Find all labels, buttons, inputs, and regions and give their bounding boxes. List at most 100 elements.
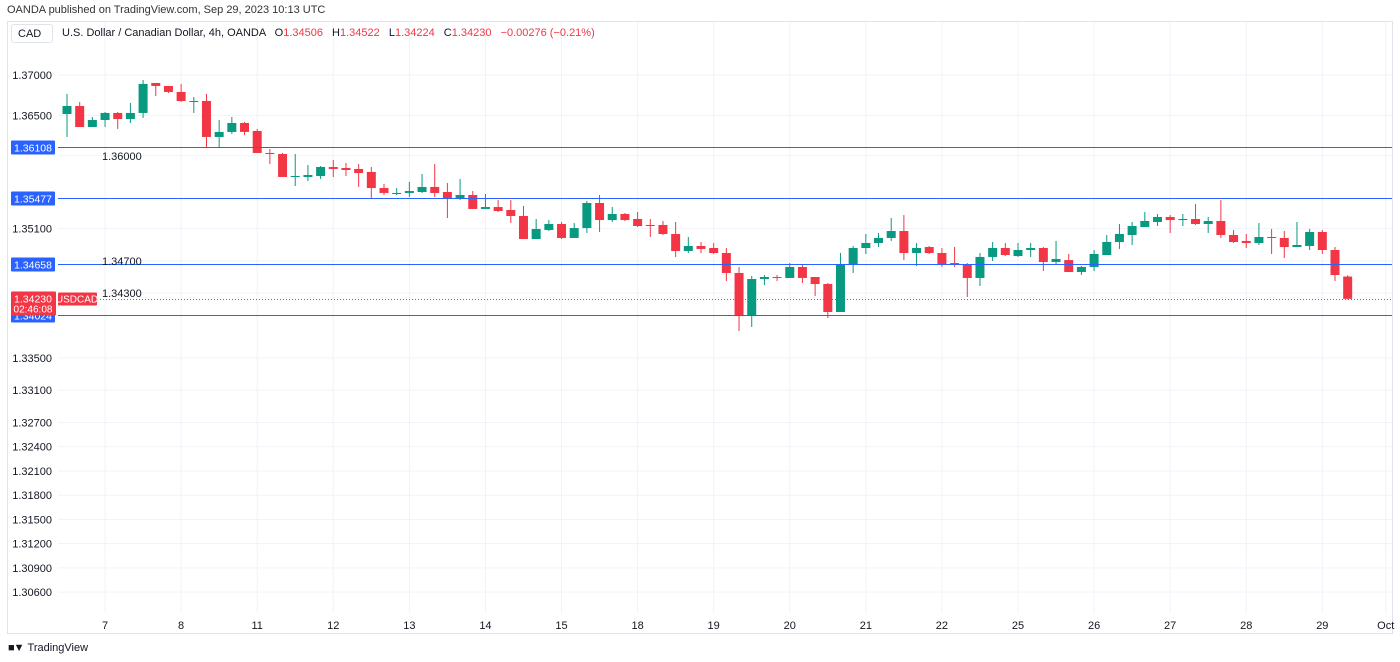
candle-bearish[interactable] <box>430 163 440 198</box>
candle-bullish[interactable] <box>785 263 795 278</box>
candle-bearish[interactable] <box>252 128 262 153</box>
candle-bearish[interactable] <box>962 263 972 298</box>
candle-bearish[interactable] <box>1267 229 1277 254</box>
candle-bearish[interactable] <box>696 242 706 254</box>
candle-bullish[interactable] <box>138 79 148 118</box>
candle-bearish[interactable] <box>1165 215 1175 233</box>
candle-bearish[interactable] <box>595 194 605 232</box>
candle-bearish[interactable] <box>379 183 389 195</box>
candle-bearish[interactable] <box>620 213 630 222</box>
candle-bullish[interactable] <box>290 154 300 187</box>
candle-bullish[interactable] <box>62 93 72 137</box>
candle-bullish[interactable] <box>759 274 769 286</box>
candle-bearish[interactable] <box>1317 229 1327 254</box>
candle-bearish[interactable] <box>937 247 947 267</box>
candle-bullish[interactable] <box>1051 240 1061 265</box>
candle-bullish[interactable] <box>189 96 199 113</box>
symbol-search-box[interactable]: CAD <box>11 24 53 43</box>
candle-bullish[interactable] <box>975 253 985 286</box>
candle-bearish[interactable] <box>658 221 668 235</box>
candle-bullish[interactable] <box>582 200 592 233</box>
candle-bullish[interactable] <box>303 165 313 182</box>
candle-bullish[interactable] <box>1203 216 1213 233</box>
candle-bearish[interactable] <box>1191 203 1201 225</box>
candle-bullish[interactable] <box>1102 234 1112 256</box>
candle-bearish[interactable] <box>518 205 528 240</box>
candle-bearish[interactable] <box>734 266 744 331</box>
candle-bearish[interactable] <box>278 152 288 177</box>
candle-bullish[interactable] <box>886 218 896 241</box>
candle-bullish[interactable] <box>835 253 845 312</box>
candle-bearish[interactable] <box>240 122 250 136</box>
candle-bullish[interactable] <box>569 223 579 238</box>
candle-bullish[interactable] <box>1178 213 1188 227</box>
candle-bearish[interactable] <box>950 247 960 267</box>
candle-bullish[interactable] <box>480 194 490 209</box>
candle-bearish[interactable] <box>354 163 364 187</box>
candle-bearish[interactable] <box>506 199 516 224</box>
candle-bearish[interactable] <box>176 83 186 102</box>
candle-bearish[interactable] <box>823 282 833 318</box>
candle-bullish[interactable] <box>392 188 402 195</box>
candle-bullish[interactable] <box>1076 266 1086 275</box>
candle-bullish[interactable] <box>874 232 884 248</box>
candle-bullish[interactable] <box>1305 229 1315 251</box>
candle-bullish[interactable] <box>1292 221 1302 248</box>
candle-bullish[interactable] <box>848 245 858 273</box>
candle-bearish[interactable] <box>113 111 123 129</box>
candle-bearish[interactable] <box>1241 234 1251 248</box>
candle-bullish[interactable] <box>1089 250 1099 272</box>
candle-bearish[interactable] <box>772 274 782 282</box>
candle-bearish[interactable] <box>493 199 503 213</box>
candle-bullish[interactable] <box>1026 242 1036 257</box>
candle-bearish[interactable] <box>810 277 820 296</box>
candle-bearish[interactable] <box>442 183 452 219</box>
candle-bullish[interactable] <box>544 220 554 232</box>
candle-bearish[interactable] <box>645 218 655 238</box>
candle-bearish[interactable] <box>633 212 643 227</box>
candle-bearish[interactable] <box>75 101 85 128</box>
candle-bullish[interactable] <box>316 165 326 179</box>
candle-bullish[interactable] <box>912 242 922 267</box>
candle-bearish[interactable] <box>341 162 351 176</box>
candle-bullish[interactable] <box>1152 213 1162 227</box>
candle-bullish[interactable] <box>683 237 693 254</box>
candle-bearish[interactable] <box>151 82 161 96</box>
candle-bullish[interactable] <box>417 173 427 193</box>
candle-bullish[interactable] <box>607 207 617 222</box>
candle-bearish[interactable] <box>557 221 567 240</box>
candle-bullish[interactable] <box>531 218 541 240</box>
candle-bullish[interactable] <box>861 234 871 254</box>
candle-bullish[interactable] <box>100 111 110 128</box>
candle-bearish[interactable] <box>265 149 275 164</box>
candle-bearish[interactable] <box>366 167 376 200</box>
candle-bullish[interactable] <box>455 178 465 200</box>
candle-bearish[interactable] <box>1038 247 1048 272</box>
candle-bullish[interactable] <box>988 242 998 262</box>
candle-bullish[interactable] <box>87 117 97 128</box>
tradingview-logo-text[interactable]: TradingView <box>27 642 89 654</box>
candle-bearish[interactable] <box>924 245 934 254</box>
candle-bearish[interactable] <box>899 215 909 261</box>
candle-bullish[interactable] <box>1013 242 1023 257</box>
candle-bearish[interactable] <box>468 191 478 209</box>
candle-bearish[interactable] <box>1343 275 1353 300</box>
candle-bearish[interactable] <box>1064 253 1074 272</box>
candle-bearish[interactable] <box>1279 231 1289 259</box>
candle-bearish[interactable] <box>1000 242 1010 256</box>
candle-bullish[interactable] <box>227 117 237 134</box>
candle-bearish[interactable] <box>709 242 719 254</box>
candle-bullish[interactable] <box>1114 223 1124 249</box>
candle-bullish[interactable] <box>214 119 224 147</box>
candle-bearish[interactable] <box>1229 229 1239 243</box>
candle-bearish[interactable] <box>1216 199 1226 238</box>
candle-bullish[interactable] <box>404 181 414 198</box>
candle-bearish[interactable] <box>671 221 681 257</box>
candle-bullish[interactable] <box>1254 223 1264 246</box>
candle-bearish[interactable] <box>201 93 211 148</box>
candle-bearish[interactable] <box>163 85 173 94</box>
candle-bearish[interactable] <box>328 159 338 177</box>
candle-bullish[interactable] <box>125 103 135 123</box>
candle-bearish[interactable] <box>797 263 807 283</box>
